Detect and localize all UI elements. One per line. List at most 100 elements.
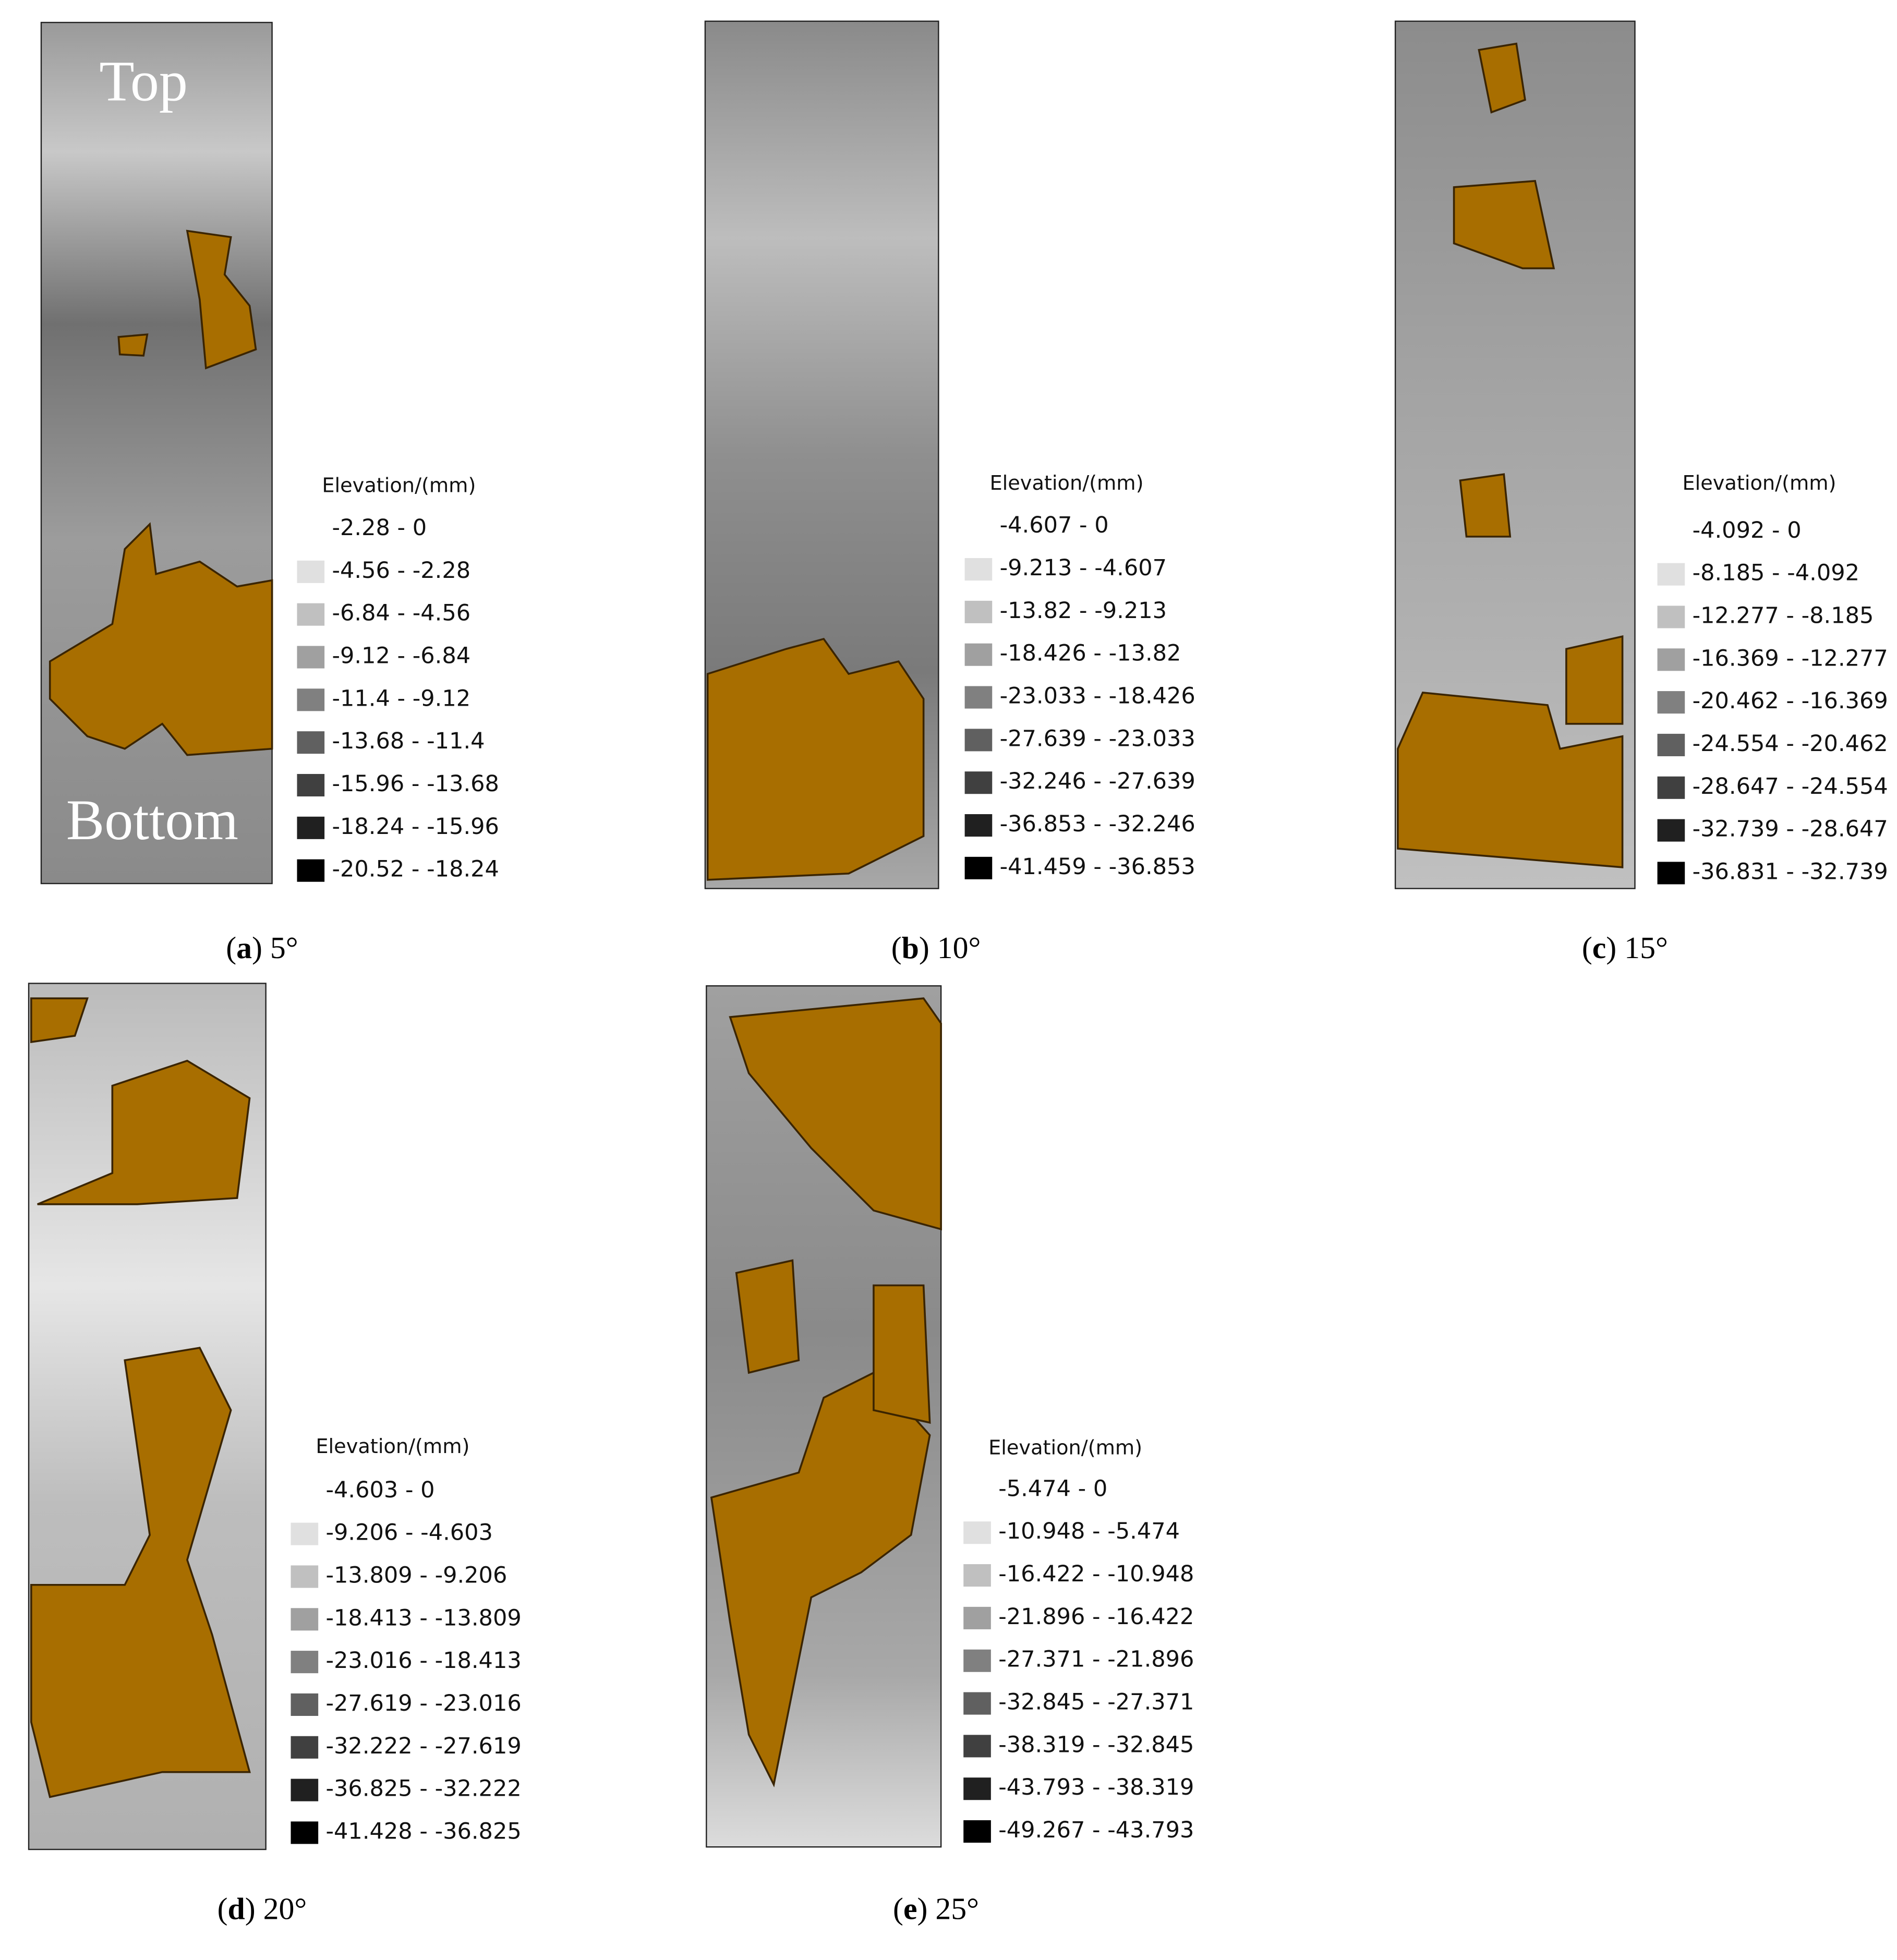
caption: (a) 5° (226, 930, 298, 965)
legend-item: -36.831 - -32.739 (1693, 858, 1888, 885)
legend-swatch (964, 729, 993, 752)
caption: (d) 20° (218, 1891, 307, 1926)
caption: (e) 25° (893, 1891, 979, 1926)
legend-item: -24.554 - -20.462 (1693, 731, 1888, 757)
flow-region (706, 638, 925, 881)
legend-swatch (1657, 691, 1685, 714)
flow-region (1397, 692, 1624, 868)
caption-text: ) 15° (1606, 930, 1668, 965)
flow-region (735, 1259, 800, 1374)
legend-item: -9.213 - -4.607 (1000, 555, 1167, 581)
legend-swatch (1657, 648, 1685, 671)
legend-item: -38.319 - -32.845 (998, 1732, 1194, 1758)
legend-swatch (964, 643, 993, 666)
legend-item: -13.809 - -9.206 (326, 1562, 508, 1588)
caption-text: ) 25° (917, 1891, 980, 1926)
legend-swatch (1657, 606, 1685, 628)
flow-region (30, 997, 89, 1043)
legend-item: -18.426 - -13.82 (1000, 640, 1181, 667)
legend-swatch (963, 1521, 991, 1544)
flow-region (710, 1371, 931, 1788)
caption-letter: c (1592, 930, 1606, 965)
caption-open: ( (218, 1891, 228, 1926)
legend-item: -20.52 - -18.24 (332, 856, 499, 882)
legend-swatch (291, 1480, 319, 1503)
legend-title: Elevation/(mm) (1682, 471, 1836, 495)
legend-swatch (963, 1692, 991, 1715)
caption-letter: d (228, 1891, 245, 1926)
legend-item: -4.607 - 0 (1000, 512, 1109, 538)
legend-item: -4.56 - -2.28 (332, 558, 470, 584)
legend-item: -32.246 - -27.639 (1000, 768, 1195, 794)
legend-swatch (964, 771, 993, 794)
legend-item: -9.12 - -6.84 (332, 643, 470, 669)
legend-title: Elevation/(mm) (316, 1435, 469, 1458)
panel: Elevation/(mm) -4.092 - 0 -8.185 - -4.092 -… (1394, 20, 1888, 965)
legend-swatch (963, 1564, 991, 1587)
legend-swatch (291, 1821, 319, 1844)
legend-item: -32.739 - -28.647 (1693, 816, 1888, 842)
legend-swatch (964, 515, 993, 538)
caption-open: ( (893, 1891, 903, 1926)
caption-letter: e (903, 1891, 917, 1926)
legend-swatch (297, 816, 325, 839)
legend-item: -16.369 - -12.277 (1693, 645, 1888, 671)
legend-title: Elevation/(mm) (322, 474, 476, 498)
legend-swatch (297, 859, 325, 882)
legend-swatch (963, 1606, 991, 1629)
map-label: Top (99, 50, 188, 113)
flow-region (49, 522, 273, 756)
flow-region (1565, 635, 1624, 725)
legend-item: -28.647 - -24.554 (1693, 773, 1888, 800)
legend-title: Elevation/(mm) (989, 471, 1143, 495)
legend-item: -2.28 - 0 (332, 515, 427, 541)
legend-item: -13.82 - -9.213 (1000, 598, 1167, 624)
caption-letter: b (902, 930, 919, 965)
caption-text: ) 5° (252, 930, 298, 965)
legend-item: -15.96 - -13.68 (332, 771, 499, 797)
legend-item: -41.428 - -36.825 (326, 1818, 522, 1844)
legend-swatch (1657, 776, 1685, 799)
legend-swatch (297, 646, 325, 669)
flow-region (729, 997, 942, 1231)
legend-item: -18.24 - -15.96 (332, 814, 499, 840)
flow-region (1478, 42, 1526, 114)
flow-region (1459, 473, 1512, 538)
legend-item: -32.845 - -27.371 (998, 1689, 1194, 1715)
legend-swatch (964, 686, 993, 709)
legend-item: -21.896 - -16.422 (998, 1604, 1194, 1630)
legend-swatch (963, 1820, 991, 1843)
legend-swatch (297, 773, 325, 797)
caption-open: ( (226, 930, 236, 965)
legend-swatch (297, 688, 325, 711)
legend-item: -4.092 - 0 (1693, 517, 1802, 543)
caption-open: ( (891, 930, 902, 965)
legend-swatch (963, 1735, 991, 1758)
legend-swatch (1657, 733, 1685, 756)
legend-swatch (963, 1479, 991, 1502)
elevation-map (40, 21, 273, 885)
legend-swatch (963, 1649, 991, 1672)
legend-item: -20.462 - -16.369 (1693, 688, 1888, 714)
legend-swatch (1657, 520, 1685, 543)
legend-item: -27.639 - -23.033 (1000, 725, 1195, 752)
flow-region (1453, 180, 1555, 270)
legend-swatch (1657, 862, 1685, 885)
flow-region (30, 1347, 251, 1798)
flow-region (873, 1284, 931, 1424)
legend-swatch (291, 1736, 319, 1759)
panel: Elevation/(mm) -4.603 - 0 -9.206 - -4.603 -… (28, 983, 522, 1926)
legend-item: -6.84 - -4.56 (332, 600, 470, 626)
legend-swatch (964, 558, 993, 581)
legend-swatch (297, 603, 325, 626)
flow-region (117, 333, 149, 357)
legend-item: -23.016 - -18.413 (326, 1648, 522, 1674)
legend-item: -16.422 - -10.948 (998, 1561, 1194, 1587)
legend-swatch (964, 600, 993, 623)
legend-item: -32.222 - -27.619 (326, 1733, 522, 1759)
legend-swatch (297, 560, 325, 583)
legend-item: -36.825 - -32.222 (326, 1776, 522, 1802)
legend-item: -10.948 - -5.474 (998, 1518, 1180, 1544)
caption-letter: a (236, 930, 252, 965)
